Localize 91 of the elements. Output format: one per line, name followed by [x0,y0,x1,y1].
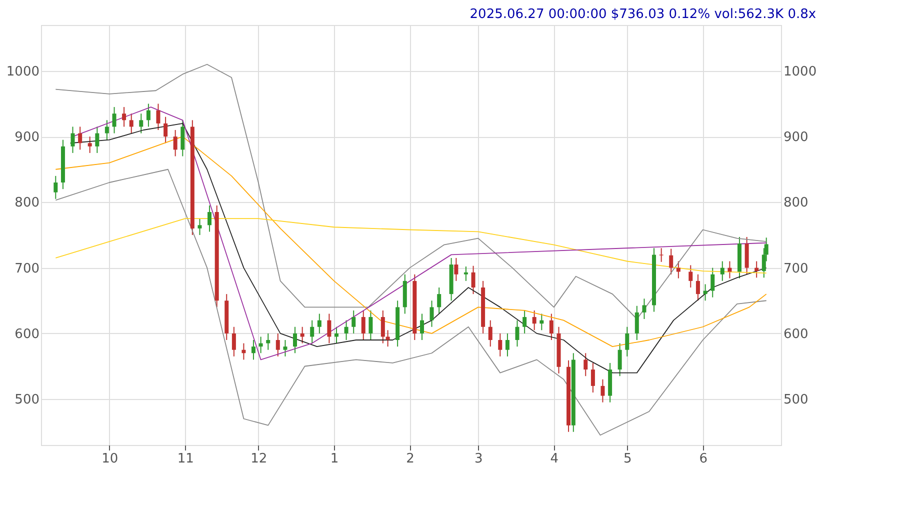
candlestick [540,313,544,331]
candlestick [515,320,520,348]
candlestick [173,130,178,157]
x-tick-label: 11 [177,452,194,466]
candlestick [310,320,314,344]
x-tick-label: 5 [624,452,632,466]
candlestick [352,310,356,334]
y-tick-label: 700 [14,261,40,276]
candlestick [266,332,270,350]
candlestick [180,120,185,157]
y2-tick-label: 800 [784,196,808,211]
candlestick [95,126,100,154]
candlestick [420,313,424,340]
y2-tick-label: 1000 [784,64,817,80]
candlestick [549,313,554,340]
candlestick [590,362,595,393]
candlestick [344,320,348,340]
candlestick [104,120,109,140]
candlestick [146,103,150,128]
candlestick [728,260,732,279]
candlestick [300,326,304,344]
candlestick [618,342,622,377]
candlestick [251,340,256,360]
candlestick [703,284,708,302]
candlestick [471,265,476,295]
x-tick-label: 4 [550,452,559,466]
chart-title: 2025.06.27 00:00:00 $736.03 0.12% vol:562.3K 0.8x [470,7,816,22]
y-tick-label: 500 [14,392,40,408]
line-series [55,168,767,436]
y2-tick-label: 900 [784,130,808,146]
x-tick-label: 12 [250,452,268,466]
candlestick [669,248,674,275]
candlestick [634,305,639,340]
candlestick [710,267,715,298]
candlestick [208,204,212,232]
candlestick [600,378,605,403]
candlestick [283,340,288,357]
y2-tick-label: 500 [784,392,808,408]
candlestick [78,126,82,150]
candlestick [368,310,373,340]
candlestick [454,257,458,282]
candlestick [696,274,700,302]
candlestick [112,106,116,134]
candlestick [156,103,160,130]
candlestick [642,298,646,320]
candlestick [430,300,434,328]
candlestick [498,332,502,357]
candlestick [676,260,680,279]
candlestick [488,320,492,348]
candlestick [361,310,366,340]
x-tick-label: 2 [406,452,414,466]
candlestick [688,264,693,288]
line-series [55,218,767,274]
candlestick [464,266,468,282]
candlestick [129,113,134,134]
x-tick-label: 3 [474,452,483,466]
candlestick [386,330,390,348]
candlestick [54,175,58,200]
candlestick [532,310,536,331]
candlestick [198,218,202,236]
y-tick-label: 1000 [6,64,40,80]
x-tick-label: 1 [330,452,339,466]
y2-tick-label: 700 [784,261,808,276]
candlestick [437,287,442,314]
candlestick [139,113,144,134]
candlestick [720,260,724,282]
candlestick [625,326,630,357]
candlestick [380,310,385,344]
y-tick-label: 800 [14,196,40,211]
candlestick [232,326,236,357]
candlestick [88,136,92,154]
candlestick [258,336,263,354]
candlestick [164,116,168,144]
x-tick-label: 6 [699,452,708,466]
candlestick [242,342,246,360]
candlestick [522,310,527,334]
candlestick [334,326,339,344]
candlestick [754,260,759,278]
x-tick-label: 10 [102,452,118,466]
y-tick-label: 600 [14,326,40,342]
candlestick [327,313,332,344]
y-tick-label: 900 [14,130,40,146]
candlestick [505,332,510,357]
candlestick [276,332,280,357]
candlestick [292,326,297,354]
candlestick [122,106,126,128]
candlestick [659,248,664,262]
candlestick [584,352,588,377]
candlestick [70,126,75,154]
y2-tick-label: 600 [784,326,808,342]
candlestick [317,313,322,334]
